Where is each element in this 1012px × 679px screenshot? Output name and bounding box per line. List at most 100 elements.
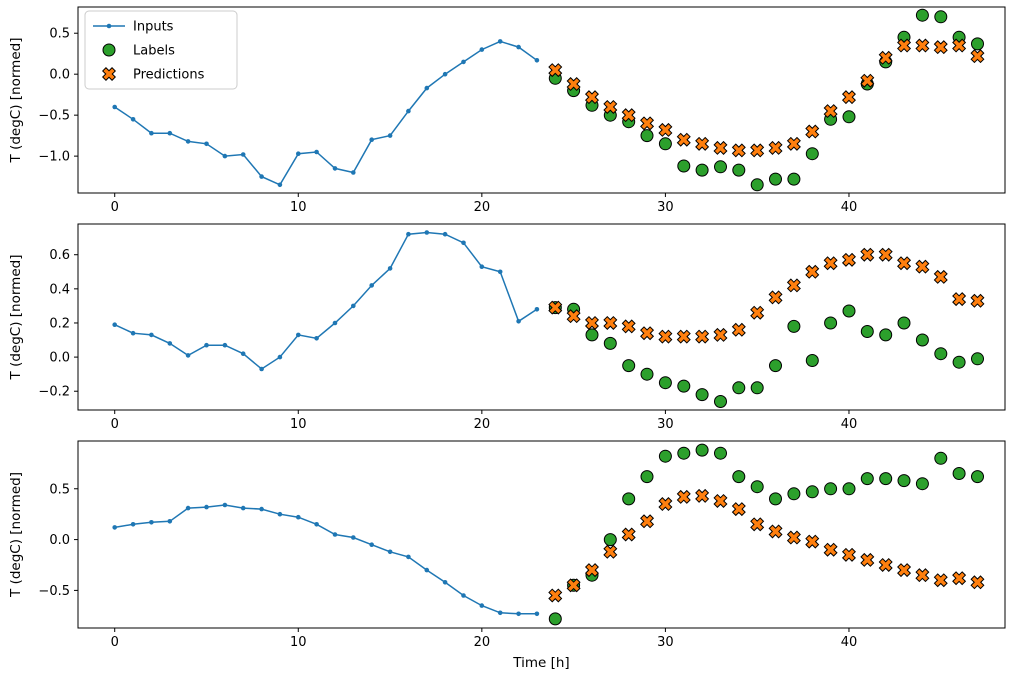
- x-tick-label: 0: [111, 417, 119, 432]
- label-circle-marker: [787, 319, 801, 333]
- prediction-x-marker: [640, 514, 655, 529]
- inputs-dot-marker: [332, 320, 338, 326]
- inputs-dot-marker: [167, 341, 173, 346]
- inputs-dot-marker: [369, 137, 375, 142]
- prediction-x-marker: [548, 300, 563, 315]
- prediction-x-marker: [102, 67, 116, 81]
- prediction-x-marker: [786, 530, 801, 545]
- inputs-dot-marker: [516, 319, 521, 324]
- label-circle-marker: [787, 487, 801, 501]
- prediction-x-marker: [952, 38, 967, 53]
- series-inputs: [112, 502, 540, 617]
- prediction-x-marker: [676, 132, 691, 147]
- inputs-dot-marker: [497, 39, 503, 44]
- x-tick-label: 40: [841, 635, 858, 650]
- prediction-x-marker: [713, 493, 728, 508]
- inputs-dot-marker: [222, 502, 228, 508]
- prediction-x-marker: [750, 517, 765, 532]
- x-axis-label: Time [h]: [512, 655, 569, 671]
- label-circle-marker: [971, 352, 984, 366]
- prediction-x-marker: [566, 77, 581, 92]
- prediction-x-marker: [970, 49, 985, 64]
- prediction-x-marker: [878, 557, 893, 572]
- label-circle-marker: [640, 367, 654, 381]
- label-circle-marker: [714, 395, 727, 408]
- label-circle-marker: [658, 376, 672, 390]
- inputs-dot-marker: [112, 104, 117, 110]
- x-tick-label: 30: [657, 635, 674, 650]
- label-circle-marker: [695, 443, 709, 457]
- prediction-x-marker: [823, 542, 838, 557]
- series-inputs: [112, 230, 540, 372]
- inputs-dot-marker: [277, 182, 283, 188]
- y-tick-label: 0.2: [49, 316, 70, 331]
- inputs-dot-marker: [369, 542, 375, 547]
- prediction-x-marker: [878, 50, 893, 65]
- prediction-x-marker: [823, 104, 838, 119]
- prediction-x-marker: [897, 38, 912, 53]
- label-circle-marker: [842, 304, 856, 318]
- prediction-x-marker: [548, 588, 563, 603]
- inputs-dot-marker: [185, 353, 191, 358]
- prediction-x-marker: [768, 290, 783, 305]
- inputs-dot-marker: [240, 505, 246, 511]
- inputs-dot-marker: [130, 117, 136, 122]
- inputs-dot-marker: [112, 322, 117, 328]
- inputs-dot-marker: [167, 519, 173, 524]
- label-circle-marker: [732, 381, 746, 395]
- y-tick-label: 0.0: [49, 533, 70, 548]
- prediction-x-marker: [658, 122, 673, 137]
- inputs-dot-marker: [424, 85, 430, 91]
- prediction-x-marker: [805, 264, 820, 279]
- legend-labels-circle: [102, 43, 116, 57]
- inputs-dot-marker: [534, 611, 540, 617]
- prediction-x-marker: [786, 136, 801, 151]
- label-circle-marker: [548, 612, 562, 626]
- inputs-dot-marker: [461, 240, 466, 246]
- prediction-x-marker: [640, 326, 655, 341]
- prediction-x-marker: [621, 319, 636, 334]
- label-circle-marker: [769, 172, 782, 186]
- prediction-x-marker: [695, 488, 710, 503]
- legend-inputs-dot: [106, 23, 112, 29]
- subplot-3: 0 10 20 30 40 −0.5 0.0 0.5 T (degC) [normed] Time…: [8, 440, 1006, 671]
- label-circle-marker: [860, 472, 874, 486]
- label-circle-marker: [622, 359, 636, 373]
- inputs-dot-marker: [240, 351, 246, 357]
- prediction-x-marker: [750, 305, 765, 320]
- x-tick-label: 10: [290, 417, 307, 432]
- label-circle-marker: [915, 477, 929, 491]
- prediction-x-marker: [768, 524, 783, 539]
- inputs-dot-marker: [296, 332, 301, 338]
- x-tick-label: 20: [474, 417, 491, 432]
- prediction-x-marker: [695, 329, 710, 344]
- label-circle-marker: [934, 10, 948, 24]
- inputs-dot-marker: [259, 366, 264, 372]
- label-circle-marker: [897, 316, 911, 330]
- y-axis-label: T (degC) [normed]: [8, 38, 24, 164]
- x-tick-label: 30: [657, 200, 674, 215]
- y-tick-label: −1.0: [38, 150, 70, 165]
- x-tick-label: 20: [474, 635, 491, 650]
- label-circle-marker: [750, 178, 764, 192]
- inputs-dot-marker: [479, 603, 485, 608]
- inputs-dot-marker: [461, 593, 466, 598]
- label-circle-marker: [714, 446, 727, 460]
- label-circle-marker: [750, 480, 764, 494]
- label-circle-marker: [750, 381, 764, 395]
- x-tick-label: 10: [290, 635, 307, 650]
- inputs-dot-marker: [387, 549, 393, 555]
- label-circle-marker: [603, 336, 617, 350]
- inputs-dot-marker: [424, 567, 430, 573]
- label-circle-marker: [805, 147, 819, 161]
- y-tick-label: −0.2: [38, 385, 70, 400]
- legend-label: Inputs: [133, 20, 174, 35]
- prediction-x-marker: [750, 143, 765, 158]
- prediction-x-marker: [621, 108, 636, 123]
- inputs-dot-marker: [204, 342, 209, 348]
- prediction-x-marker: [640, 116, 655, 131]
- y-axis-label: T (degC) [normed]: [8, 472, 24, 598]
- y-axis-label: T (degC) [normed]: [8, 255, 24, 381]
- y-tick-label: 0.0: [49, 68, 70, 83]
